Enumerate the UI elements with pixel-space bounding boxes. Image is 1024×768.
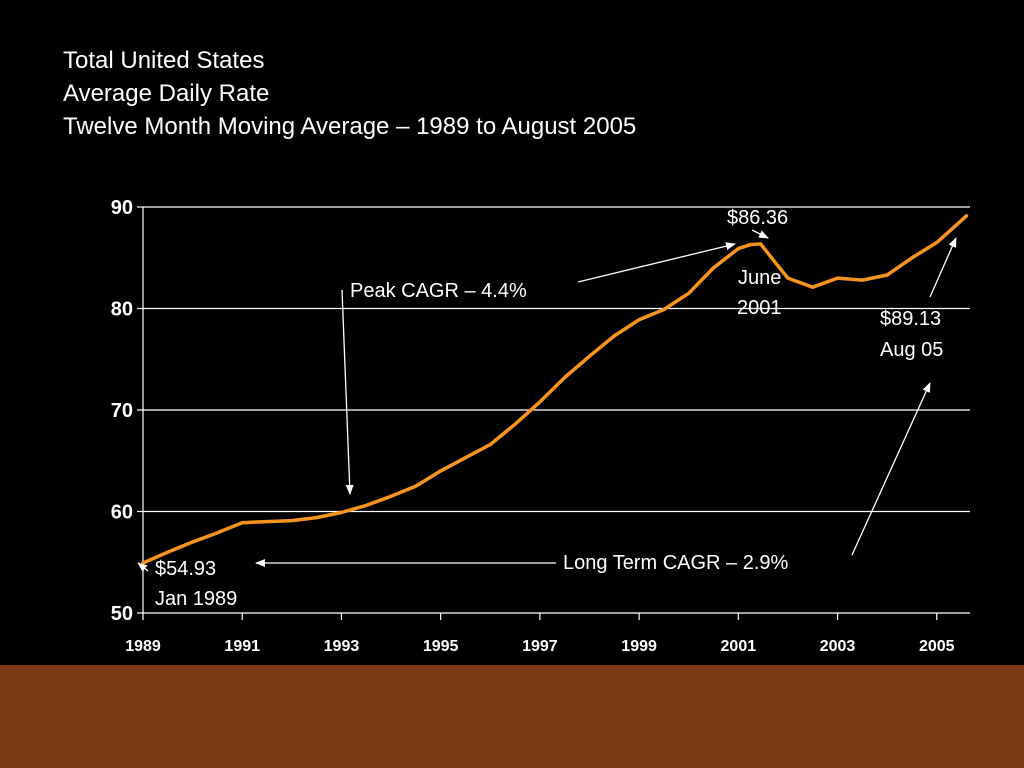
footer-band bbox=[0, 665, 1024, 768]
x-tick-label: 1997 bbox=[522, 638, 558, 655]
peak-cagr-label: Peak CAGR – 4.4% bbox=[350, 280, 527, 302]
x-tick-label: 1999 bbox=[621, 638, 657, 655]
title-line-1: Total United States bbox=[63, 47, 265, 74]
title-line-2: Average Daily Rate bbox=[63, 80, 270, 107]
peak-date-line-1: June bbox=[738, 267, 782, 289]
title-line-3: Twelve Month Moving Average – 1989 to Au… bbox=[63, 113, 637, 140]
peak-value-label: $86.36 bbox=[727, 207, 789, 229]
x-tick-label: 1989 bbox=[125, 638, 161, 655]
y-tick-label: 90 bbox=[111, 197, 133, 219]
x-tick-label: 1993 bbox=[324, 638, 360, 655]
end-value-arrow bbox=[929, 237, 957, 298]
y-tick-label: 70 bbox=[111, 400, 133, 422]
peak-value-arrow bbox=[751, 229, 769, 239]
x-tick-label: 2005 bbox=[919, 638, 955, 655]
chart-title: Total United States Average Daily Rate T… bbox=[63, 44, 636, 143]
x-tick-label: 2003 bbox=[820, 638, 856, 655]
y-tick-label: 80 bbox=[111, 299, 133, 321]
series-layer bbox=[141, 214, 969, 565]
adr-series-line bbox=[141, 214, 969, 565]
long-term-cagr-label: Long Term CAGR – 2.9% bbox=[563, 552, 789, 574]
grid-layer bbox=[143, 206, 970, 513]
x-tick-label: 1991 bbox=[224, 638, 260, 655]
adr-line-chart: 50 60 70 80 90 1989 1991 1993 1995 1997 1999 2001 20… bbox=[111, 197, 970, 655]
peak-date-line-2: 2001 bbox=[737, 297, 782, 319]
end-date-label: Aug 05 bbox=[880, 339, 944, 361]
x-tick-label: 2001 bbox=[721, 638, 757, 655]
y-tick-label: 60 bbox=[111, 502, 133, 524]
peak-cagr-arrow-to-peak bbox=[577, 242, 736, 283]
start-value-arrow bbox=[137, 562, 149, 572]
long-term-arrow-to-end bbox=[851, 382, 931, 556]
peak-cagr-arrow-to-1993 bbox=[341, 289, 354, 495]
start-value-label: $54.93 bbox=[155, 558, 217, 580]
y-tick-label: 50 bbox=[111, 603, 133, 625]
annotation-arrows bbox=[137, 229, 957, 572]
x-tick-label: 1995 bbox=[423, 638, 459, 655]
start-date-label: Jan 1989 bbox=[155, 588, 238, 610]
axis-layer: 50 60 70 80 90 1989 1991 1993 1995 1997 1999 2001 20… bbox=[111, 197, 970, 655]
end-value-label: $89.13 bbox=[880, 308, 942, 330]
